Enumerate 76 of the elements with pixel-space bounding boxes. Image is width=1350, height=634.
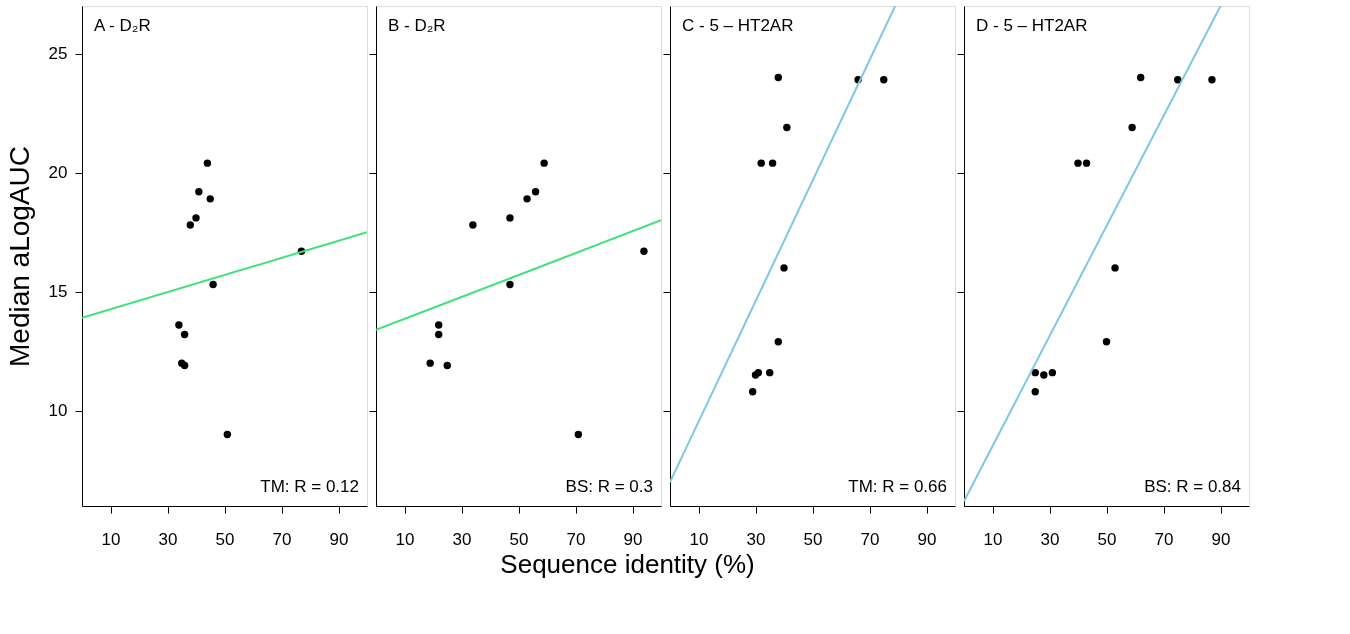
text: B - D₂R [388, 16, 446, 35]
point [434, 321, 443, 329]
x-tick-label: 70 [272, 529, 292, 549]
point [1074, 159, 1082, 167]
point [768, 159, 777, 167]
x-tick-label: 50 [215, 529, 235, 549]
point [531, 188, 540, 196]
point [1128, 123, 1136, 132]
y-tick-label: 20 [48, 163, 68, 183]
point [1082, 159, 1091, 167]
x-tick-label: 90 [329, 529, 349, 549]
point [506, 280, 514, 289]
y-axis-title: Median aLogAUC [3, 145, 35, 368]
y-tick-label: 25 [48, 44, 68, 64]
x-tick-label: 30 [746, 529, 766, 549]
point [780, 264, 788, 272]
x-tick-label: 50 [509, 529, 529, 549]
x-tick-label: 50 [803, 529, 823, 549]
point [1174, 76, 1182, 84]
point [1031, 388, 1039, 396]
x-tick-label: 10 [689, 529, 709, 549]
x-axis-title: Sequence identity (%) [500, 548, 755, 579]
point [206, 195, 214, 203]
annotation: BS: R = 0.3 [565, 477, 653, 496]
x-tick-label: 90 [917, 529, 937, 549]
x-tick-label: 70 [860, 529, 880, 549]
text: A - D₂R [94, 16, 151, 35]
text: D - 5 – HT2AR [976, 16, 1088, 35]
point [1111, 264, 1119, 272]
text: C - 5 – HT2AR [682, 16, 794, 35]
point [443, 361, 451, 370]
annotation: BS: R = 0.84 [1144, 477, 1241, 496]
point [1102, 338, 1111, 346]
point [1048, 368, 1057, 377]
x-tick-label: 50 [1097, 529, 1117, 549]
x-tick-label: 10 [101, 529, 121, 549]
point [223, 430, 232, 439]
x-tick-label: 10 [983, 529, 1003, 549]
point [748, 388, 757, 396]
point [426, 359, 434, 367]
x-tick-label: 30 [452, 529, 472, 549]
x-tick-label: 30 [1040, 529, 1060, 549]
point [175, 321, 183, 329]
x-tick-label: 10 [395, 529, 415, 549]
point [180, 330, 189, 339]
point [1208, 76, 1216, 84]
point [1136, 73, 1145, 82]
point [469, 221, 477, 229]
point [1031, 368, 1039, 377]
y-tick-label: 15 [48, 282, 68, 302]
x-tick-label: 70 [566, 529, 586, 549]
x-tick-label: 90 [623, 529, 643, 549]
point [766, 368, 774, 377]
point [192, 214, 200, 222]
point [774, 338, 783, 346]
point [1040, 371, 1048, 379]
point [640, 247, 648, 255]
point [523, 195, 531, 203]
point [195, 188, 203, 196]
point [774, 73, 783, 82]
annotation: TM: R = 0.12 [260, 477, 359, 496]
point [506, 214, 514, 222]
point [540, 159, 548, 167]
point [783, 123, 791, 132]
point [880, 76, 888, 84]
point [209, 280, 217, 289]
x-tick-label: 70 [1154, 529, 1174, 549]
point [203, 159, 212, 167]
point [434, 330, 443, 339]
point [186, 221, 195, 229]
y-tick-label: 10 [48, 401, 68, 421]
annotation: TM: R = 0.66 [848, 477, 947, 496]
x-tick-label: 90 [1211, 529, 1231, 549]
point [757, 159, 765, 167]
x-tick-label: 30 [158, 529, 178, 549]
point [574, 430, 583, 439]
